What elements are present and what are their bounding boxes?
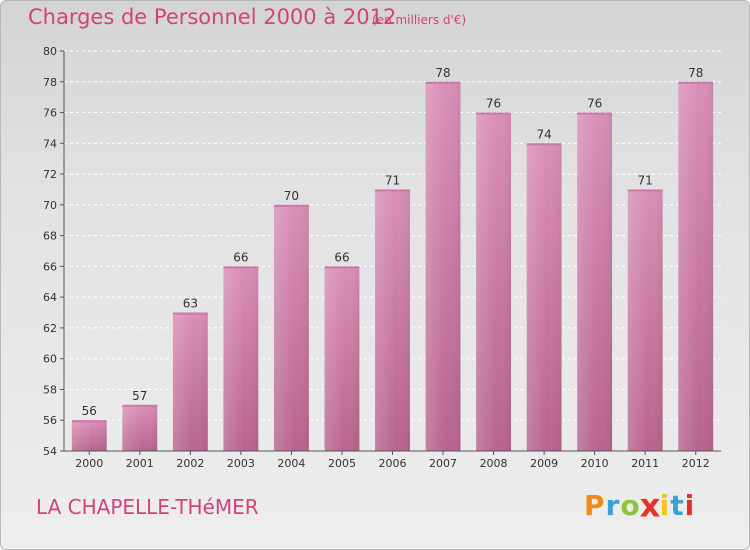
bar-value-label: 66 xyxy=(334,250,349,264)
bar-shading xyxy=(627,189,663,451)
bar-value-label: 71 xyxy=(385,173,400,187)
bar-value-label: 66 xyxy=(233,250,248,264)
bar-shading xyxy=(172,312,208,451)
bar-shading xyxy=(122,404,158,451)
x-tick-label: 2000 xyxy=(75,457,103,470)
bar-value-label: 76 xyxy=(587,97,602,111)
commune-name: LA CHAPELLE-THéMER xyxy=(36,495,259,519)
x-tick-label: 2006 xyxy=(379,457,407,470)
bar-top-edge xyxy=(425,81,461,84)
y-tick-label: 54 xyxy=(43,445,57,458)
bar-top-edge xyxy=(375,189,410,192)
bar-top-edge xyxy=(172,312,208,315)
bar-shading xyxy=(71,420,107,451)
x-tick-label: 2010 xyxy=(581,457,609,470)
bar-top-edge xyxy=(71,420,107,423)
bar-top-edge xyxy=(526,143,562,146)
y-tick-label: 56 xyxy=(43,414,57,427)
logo-letter: t xyxy=(670,489,685,522)
logo-letter: o xyxy=(620,489,641,522)
bar-shading xyxy=(577,112,613,452)
x-tick-label: 2007 xyxy=(429,457,457,470)
logo-letter: P xyxy=(584,489,606,522)
bar-value-label: 74 xyxy=(536,127,551,141)
bar-value-label: 78 xyxy=(435,66,450,80)
y-tick-label: 66 xyxy=(43,260,57,273)
bar-value-label: 56 xyxy=(82,404,97,418)
bar-shading xyxy=(324,266,360,451)
bar-shading xyxy=(425,81,461,452)
bar-shading xyxy=(223,266,259,451)
logo-letter: r xyxy=(605,489,621,522)
proxiti-logo[interactable]: Proxiti xyxy=(584,486,696,525)
bar-top-edge xyxy=(273,204,309,207)
bar-top-edge xyxy=(223,266,259,269)
bar-top-edge xyxy=(627,189,663,192)
y-tick-label: 60 xyxy=(43,353,57,366)
bar-top-edge xyxy=(122,404,158,407)
logo-letter: i xyxy=(684,489,696,522)
bar-value-label: 57 xyxy=(132,389,147,403)
x-tick-label: 2002 xyxy=(176,457,204,470)
bar-shading xyxy=(526,143,562,452)
x-tick-label: 2008 xyxy=(480,457,508,470)
bar-value-label: 71 xyxy=(638,173,653,187)
bar-top-edge xyxy=(476,112,512,115)
y-tick-label: 68 xyxy=(43,230,57,243)
bar-shading xyxy=(678,81,714,452)
x-tick-label: 2009 xyxy=(530,457,558,470)
x-tick-label: 2012 xyxy=(682,457,710,470)
x-tick-label: 2011 xyxy=(631,457,659,470)
bar-top-edge xyxy=(678,81,714,84)
bar-top-edge xyxy=(577,112,613,115)
bar-shading xyxy=(375,189,410,451)
bar-value-label: 70 xyxy=(284,189,299,203)
logo-letter: i xyxy=(659,489,671,522)
x-tick-label: 2004 xyxy=(277,457,305,470)
bar-value-label: 76 xyxy=(486,97,501,111)
y-tick-label: 72 xyxy=(43,168,57,181)
chart-subtitle: (en milliers d'€) xyxy=(372,13,467,27)
y-tick-label: 80 xyxy=(43,45,57,58)
bar-shading xyxy=(476,112,512,452)
logo-letter: x xyxy=(639,486,662,525)
bar-shading xyxy=(273,204,309,451)
bar-value-label: 63 xyxy=(183,297,198,311)
y-tick-label: 58 xyxy=(43,383,57,396)
x-tick-label: 2001 xyxy=(126,457,154,470)
x-tick-label: 2005 xyxy=(328,457,356,470)
bar-value-label: 78 xyxy=(688,66,703,80)
y-tick-label: 64 xyxy=(43,291,57,304)
y-tick-label: 78 xyxy=(43,76,57,89)
chart-title: Charges de Personnel 2000 à 2012 xyxy=(28,5,397,29)
y-tick-label: 62 xyxy=(43,322,57,335)
y-tick-label: 76 xyxy=(43,107,57,120)
bar-top-edge xyxy=(324,266,360,269)
x-tick-label: 2003 xyxy=(227,457,255,470)
y-tick-label: 74 xyxy=(43,137,57,150)
y-tick-label: 70 xyxy=(43,199,57,212)
